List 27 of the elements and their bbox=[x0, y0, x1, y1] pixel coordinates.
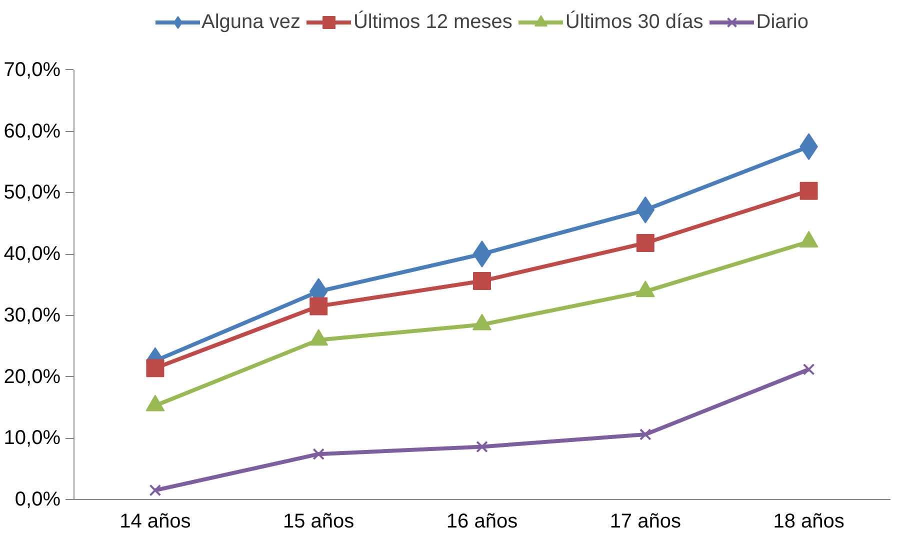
point bbox=[312, 448, 325, 460]
x-tick-label: 14 años bbox=[120, 510, 191, 532]
y-tick-label: 0,0% bbox=[14, 488, 61, 510]
legend-label: Alguna vez bbox=[202, 10, 300, 34]
point bbox=[149, 484, 162, 496]
x-tick-label: 15 años bbox=[283, 510, 354, 532]
y-tick-label: 40,0% bbox=[4, 243, 61, 266]
point bbox=[310, 297, 328, 316]
y-tick-label: 50,0% bbox=[4, 182, 61, 204]
x-tick-label: 17 años bbox=[610, 510, 681, 532]
legend-label: Diario bbox=[756, 10, 808, 34]
point bbox=[636, 234, 654, 252]
point bbox=[146, 359, 164, 378]
y-tick-label: 60,0% bbox=[4, 120, 61, 142]
y-tick-label: 70,0% bbox=[4, 58, 61, 81]
legend-label: Últimos 12 meses bbox=[353, 10, 512, 34]
point bbox=[639, 428, 652, 440]
x-tick-label: 18 años bbox=[773, 510, 844, 532]
y-tick-label: 20,0% bbox=[4, 366, 61, 388]
y-tick-label: 30,0% bbox=[4, 304, 61, 326]
y-tick-label: 10,0% bbox=[4, 427, 61, 450]
point bbox=[473, 272, 491, 290]
legend-label: Últimos 30 días bbox=[565, 10, 704, 34]
point bbox=[802, 363, 815, 376]
point bbox=[476, 440, 488, 453]
point bbox=[800, 182, 818, 200]
x-tick-label: 16 años bbox=[446, 510, 518, 532]
